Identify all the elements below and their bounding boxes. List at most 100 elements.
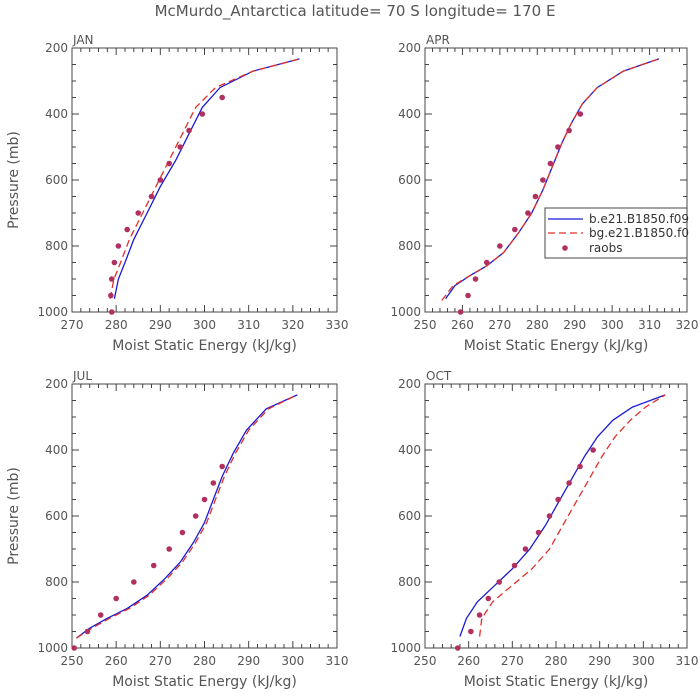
raobs-point [108, 292, 114, 299]
raobs-point [166, 160, 172, 167]
legend-label: b.e21.B1850.f09 [589, 212, 689, 226]
y-tick-label: 800 [398, 239, 421, 253]
x-axis-label: Moist Static Energy (kJ/kg) [112, 338, 297, 354]
panel-apr: APR 250 260 270 280 290 300 310 320 1000 800 600 400… [390, 33, 698, 354]
raobs-point [468, 628, 474, 635]
x-tick-label: 280 [545, 654, 568, 668]
raobs-point [497, 243, 503, 249]
y-tick-label: 1000 [390, 641, 421, 655]
x-tick-label: 260 [457, 654, 480, 668]
x-tick-label: 270 [149, 654, 172, 668]
x-tick-label: 260 [451, 318, 474, 332]
raobs-point [219, 463, 225, 470]
y-axis-label: Pressure (mb) [6, 467, 22, 565]
plot-frame [71, 383, 338, 649]
x-tick-label: 330 [326, 318, 349, 332]
raobs-point [124, 226, 131, 233]
raobs-point [577, 111, 584, 117]
x-tick-label: 280 [193, 654, 216, 668]
raobs-point [555, 496, 561, 503]
series-line-b-e21 [113, 58, 300, 299]
raobs-point [512, 226, 518, 233]
raobs-point [540, 177, 546, 183]
y-axis-label: Pressure (mb) [6, 131, 22, 229]
raobs-point [201, 496, 208, 503]
series-line-bg-e21 [478, 394, 666, 637]
raobs-point [135, 210, 142, 216]
panels: JAN 270 280 290 300 310 320 330 1000 800 600 400 200… [6, 33, 698, 690]
series-line-b-e21 [459, 394, 666, 637]
y-tick-label: 200 [45, 377, 68, 391]
y-tick-label: 400 [398, 107, 421, 121]
raobs-point [199, 111, 206, 117]
x-tick-label: 300 [601, 318, 624, 332]
raobs-point [192, 513, 199, 519]
raobs-point [454, 645, 461, 651]
x-axis-label: Moist Static Energy (kJ/kg) [464, 674, 649, 690]
raobs-point [522, 546, 529, 552]
x-tick-label: 310 [638, 318, 661, 332]
y-tick-label: 200 [398, 377, 421, 391]
raobs-point [525, 210, 531, 216]
y-tick-label: 200 [45, 41, 68, 55]
x-tick-label: 300 [281, 654, 304, 668]
series-line-b-e21 [445, 58, 660, 300]
raobs-point [532, 193, 539, 200]
y-tick-label: 600 [45, 173, 68, 187]
raobs-point [97, 612, 104, 618]
y-tick-label: 1000 [390, 305, 421, 319]
raobs-point [476, 612, 483, 618]
raobs-point [177, 144, 184, 150]
raobs-point [496, 579, 503, 585]
raobs-point [472, 276, 479, 282]
legend-label: bg.e21.B1850.f0 [589, 226, 689, 240]
raobs-point [535, 529, 542, 536]
x-tick-label: 300 [632, 654, 655, 668]
panel-jan: JAN 270 280 290 300 310 320 330 1000 800 600 400 200… [6, 33, 348, 354]
x-tick-label: 280 [526, 318, 549, 332]
plot-frame [424, 383, 688, 649]
x-tick-label: 300 [193, 318, 216, 332]
x-tick-label: 260 [105, 654, 128, 668]
y-tick-label: 1000 [37, 305, 68, 319]
raobs-point [157, 177, 164, 183]
raobs-point [150, 562, 157, 569]
raobs-point [71, 645, 78, 651]
x-tick-label: 310 [326, 654, 349, 668]
x-tick-label: 250 [414, 318, 437, 332]
y-tick-label: 800 [45, 575, 68, 589]
x-tick-label: 290 [149, 318, 172, 332]
raobs-point [547, 160, 554, 167]
raobs-point [465, 292, 471, 299]
raobs-point [546, 513, 553, 519]
y-tick-label: 800 [45, 239, 68, 253]
raobs-point [555, 144, 561, 150]
x-tick-label: 280 [105, 318, 128, 332]
x-tick-label: 270 [61, 318, 84, 332]
data-layer [109, 58, 300, 299]
series-line-bg-e21 [109, 58, 300, 299]
x-tick-label: 310 [676, 654, 699, 668]
x-tick-label: 320 [281, 318, 304, 332]
plot-frame [71, 47, 338, 313]
raobs-point [590, 447, 596, 453]
raobs-point [179, 529, 186, 536]
data-layer [459, 394, 666, 637]
x-tick-label: 290 [563, 318, 586, 332]
data-layer [76, 394, 298, 639]
y-tick-label: 400 [398, 443, 421, 457]
raobs-point [457, 309, 464, 315]
raobs-point [148, 193, 155, 200]
x-tick-label: 250 [61, 654, 84, 668]
x-tick-label: 310 [237, 318, 260, 332]
panel-title: APR [426, 33, 450, 47]
raobs-point [113, 595, 119, 602]
y-tick-label: 600 [45, 509, 68, 523]
y-tick-label: 400 [45, 443, 68, 457]
raobs-point [577, 463, 583, 470]
legend-box [544, 207, 688, 259]
x-tick-label: 290 [237, 654, 260, 668]
series-line-bg-e21 [441, 58, 660, 301]
raobs-point [186, 127, 192, 134]
